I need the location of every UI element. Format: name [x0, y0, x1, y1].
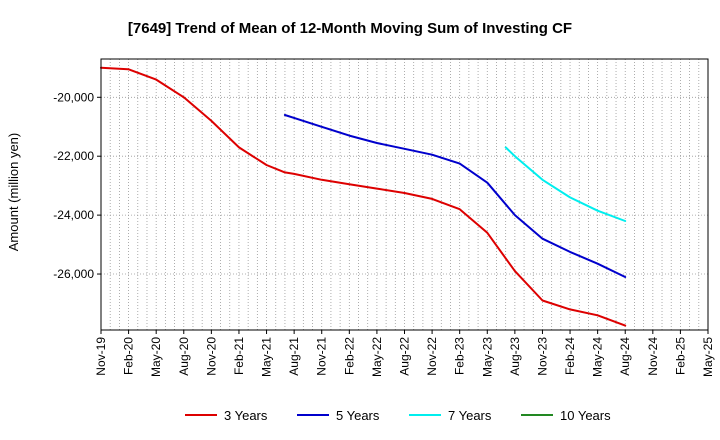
series-line-7-years [504, 146, 627, 222]
x-tick-label: Aug-22 [398, 337, 412, 376]
x-tick-label: Nov-23 [535, 337, 549, 376]
series-line-5-years [283, 114, 627, 278]
y-tick-label: -26,000 [53, 267, 94, 281]
x-tick-label: Feb-20 [122, 337, 136, 375]
x-tick-label: May-23 [480, 337, 494, 377]
x-tick-label: Feb-23 [453, 337, 467, 375]
x-tick-label: Aug-20 [177, 337, 191, 376]
x-tick-label: Feb-25 [673, 337, 687, 375]
legend-label: 3 Years [224, 408, 268, 423]
legend-label: 5 Years [336, 408, 380, 423]
y-axis-label: Amount (million yen) [6, 133, 21, 252]
legend-label: 10 Years [560, 408, 611, 423]
x-tick-label: Aug-24 [618, 337, 632, 376]
x-tick-label: Nov-21 [315, 337, 329, 376]
legend-label: 7 Years [448, 408, 492, 423]
x-tick-label: May-20 [149, 337, 163, 377]
x-tick-label: Nov-19 [94, 337, 108, 376]
x-tick-label: May-25 [701, 337, 715, 377]
y-axis-ticks: -20,000 -22,000 -24,000 -26,000 [53, 90, 101, 281]
x-tick-label: Nov-20 [204, 337, 218, 376]
x-tick-label: Feb-22 [342, 337, 356, 375]
series-lines [100, 66, 627, 327]
x-tick-label: May-24 [591, 337, 605, 377]
x-tick-label: Feb-24 [563, 337, 577, 375]
y-tick-label: -22,000 [53, 149, 94, 163]
legend: 3 Years 5 Years 7 Years 10 Years [185, 408, 611, 423]
y-tick-label: -24,000 [53, 208, 94, 222]
x-axis-ticks: Nov-19 Feb-20 May-20 Aug-20 Nov-20 Feb-21 May-… [94, 330, 715, 377]
x-tick-label: Nov-24 [646, 337, 660, 376]
x-tick-label: Aug-23 [508, 337, 522, 376]
series-line-3-years [100, 66, 627, 327]
y-tick-label: -20,000 [53, 90, 94, 104]
x-tick-label: May-21 [260, 337, 274, 377]
chart-title: [7649] Trend of Mean of 12-Month Moving … [128, 20, 572, 37]
grid-lines [101, 59, 708, 330]
x-tick-label: Feb-21 [232, 337, 246, 375]
x-tick-label: Aug-21 [287, 337, 301, 376]
x-tick-label: May-22 [370, 337, 384, 377]
x-tick-label: Nov-22 [425, 337, 439, 376]
